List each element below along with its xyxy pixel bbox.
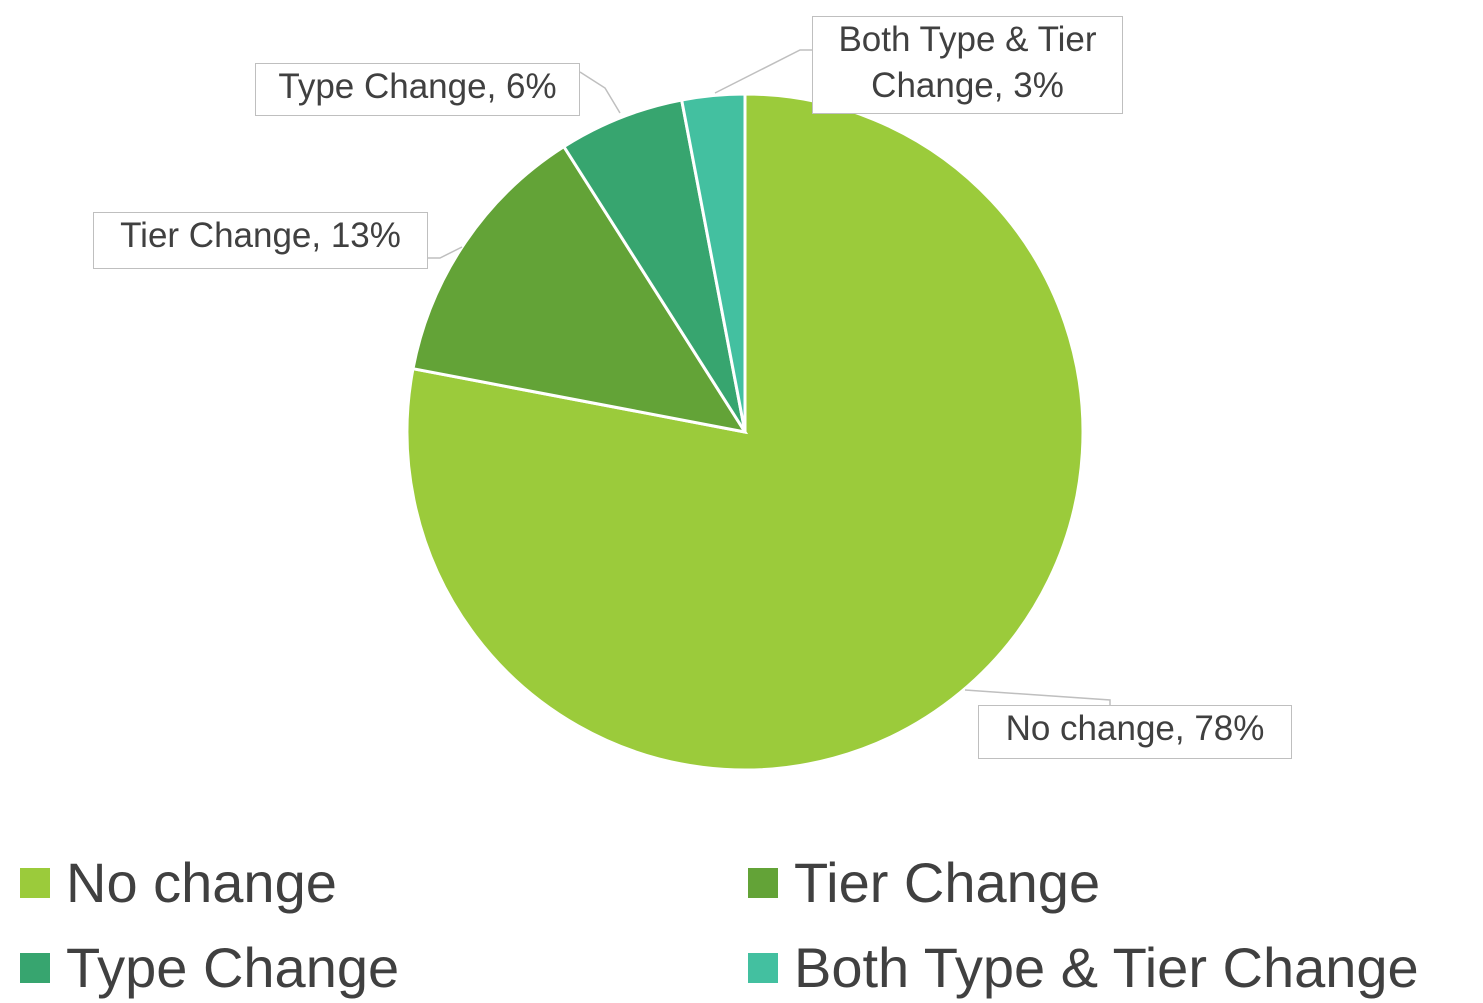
data-label: Both Type & Tier Change, 3% (812, 16, 1123, 114)
legend-label: Tier Change (794, 851, 1101, 914)
leader-line (428, 246, 463, 259)
data-label: No change, 78% (978, 705, 1292, 759)
leader-line (964, 689, 1111, 705)
legend-label: No change (66, 851, 337, 914)
leader-line (579, 71, 621, 114)
pie-slice (561, 98, 747, 433)
pie-slice (411, 144, 749, 435)
legend-swatch (748, 868, 778, 898)
pie-slice (679, 92, 747, 433)
legend-swatch (748, 953, 778, 983)
legend-label: Both Type & Tier Change (794, 936, 1419, 999)
legend-label: Type Change (66, 936, 400, 999)
data-label: Tier Change, 13% (93, 212, 428, 269)
legend-swatch (20, 868, 50, 898)
data-label: Type Change, 6% (255, 63, 580, 116)
leader-line (714, 49, 812, 94)
legend-swatch (20, 953, 50, 983)
